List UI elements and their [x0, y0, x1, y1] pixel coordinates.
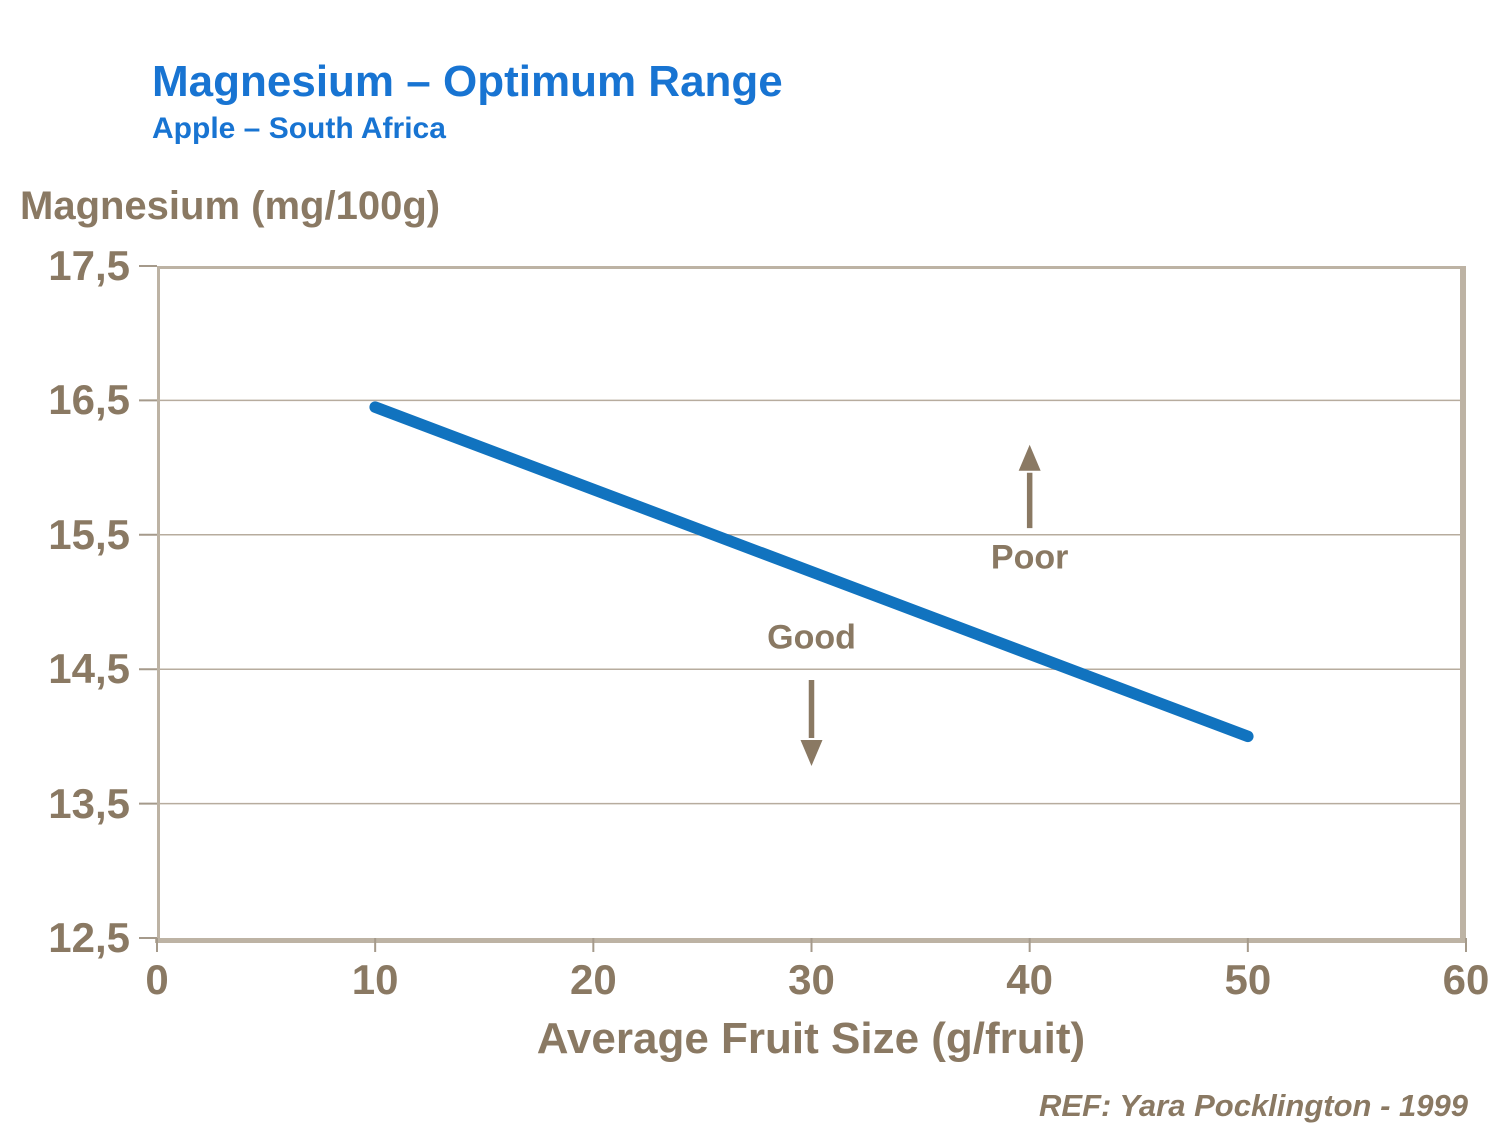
x-tick-label: 50	[1224, 956, 1272, 1003]
optimum-range-line	[369, 401, 1254, 743]
y-tick-label: 16,5	[48, 376, 130, 424]
arrow-up-icon	[1018, 444, 1041, 471]
x-tick-label: 30	[788, 956, 835, 1003]
x-tick-label: 40	[1006, 956, 1054, 1003]
arrow-down-icon	[800, 739, 823, 766]
chart-title: Magnesium – Optimum Range	[152, 57, 783, 106]
x-tick-label: 0	[145, 956, 169, 1003]
y-tick-label: 12,5	[48, 914, 130, 961]
x-tick-label: 20	[569, 956, 617, 1003]
annotation-good-label: Good	[767, 618, 856, 657]
x-tick-label: 60	[1442, 956, 1490, 1003]
chart-subtitle: Apple – South Africa	[152, 112, 446, 145]
y-tick-label: 17,5	[48, 242, 130, 289]
reference-text: REF: Yara Pocklington - 1999	[1039, 1088, 1468, 1123]
x-axis-title: Average Fruit Size (g/fruit)	[536, 1014, 1086, 1063]
annotation-poor-label: Poor	[990, 538, 1069, 577]
y-axis-title: Magnesium (mg/100g)	[20, 184, 441, 228]
y-tick-label: 14,5	[48, 645, 130, 693]
y-tick-label: 13,5	[48, 779, 130, 827]
x-tick-label: 10	[351, 956, 399, 1003]
y-tick-label: 15,5	[48, 510, 130, 558]
